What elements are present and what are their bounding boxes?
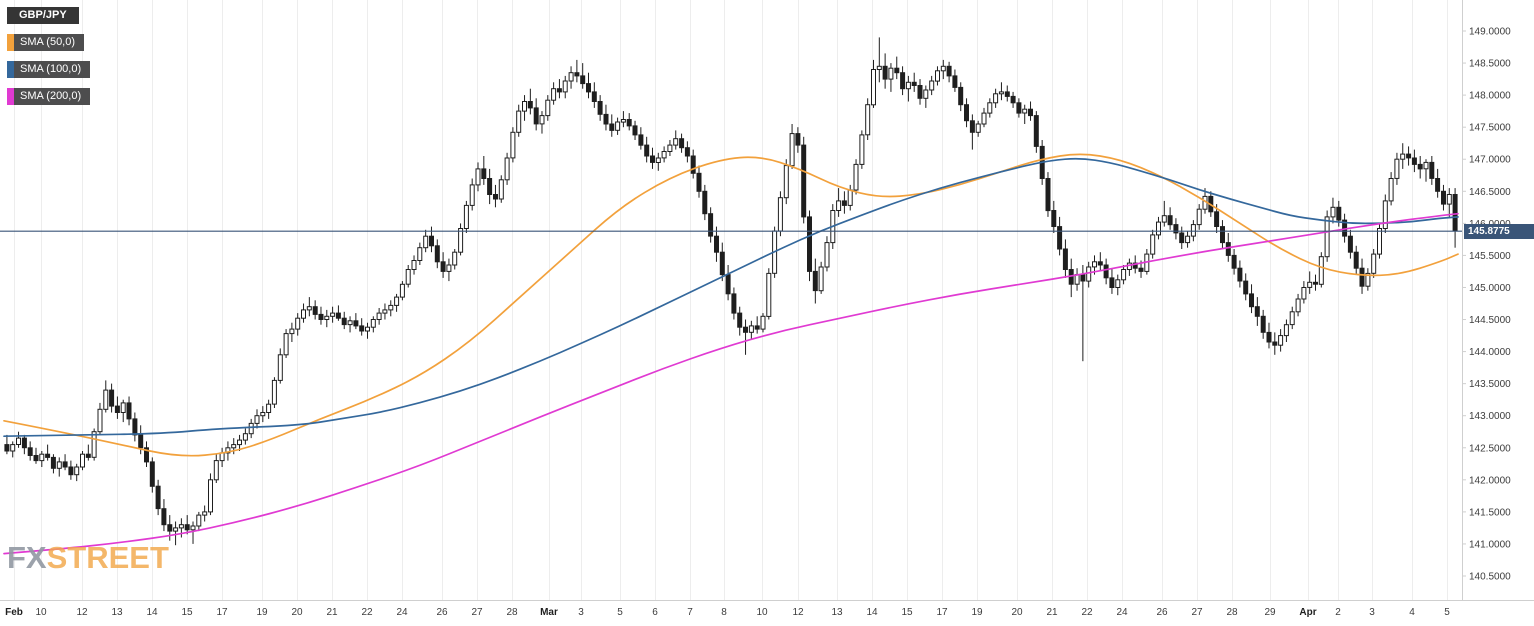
svg-text:143.0000: 143.0000: [1469, 411, 1511, 422]
svg-text:13: 13: [111, 607, 123, 618]
svg-text:29: 29: [1264, 607, 1276, 618]
sma200-label: SMA (200,0): [20, 90, 82, 102]
sma-200-line: [3, 212, 1459, 555]
svg-text:2: 2: [1335, 607, 1341, 618]
svg-text:22: 22: [1081, 607, 1093, 618]
sma-100-line: [3, 157, 1459, 438]
svg-text:146.5000: 146.5000: [1469, 187, 1511, 198]
svg-text:27: 27: [471, 607, 483, 618]
svg-text:12: 12: [792, 607, 804, 618]
current-price-tag: 145.8775: [1464, 223, 1534, 239]
svg-text:141.5000: 141.5000: [1469, 507, 1511, 518]
svg-text:7: 7: [687, 607, 693, 618]
watermark-fx: FX: [7, 540, 47, 575]
svg-text:8: 8: [721, 607, 727, 618]
svg-text:19: 19: [971, 607, 983, 618]
svg-text:145.0000: 145.0000: [1469, 283, 1511, 294]
svg-text:4: 4: [1409, 607, 1415, 618]
sma50-label: SMA (50,0): [20, 36, 76, 48]
svg-text:140.5000: 140.5000: [1469, 572, 1511, 583]
svg-text:144.0000: 144.0000: [1469, 347, 1511, 358]
sma100-color-chip: [7, 61, 14, 78]
x-axis-labels: Feb 10 12 13 14 15 17 19 20 21 22 24 26 27 28 Mar 3 5 6 7 8 1…: [5, 607, 1450, 618]
svg-text:22: 22: [361, 607, 373, 618]
svg-text:12: 12: [76, 607, 88, 618]
legend-sma-200[interactable]: SMA (200,0): [7, 88, 91, 105]
svg-text:Mar: Mar: [540, 607, 558, 618]
svg-text:Feb: Feb: [5, 607, 23, 618]
watermark-street: STREET: [46, 540, 169, 575]
svg-text:24: 24: [396, 607, 408, 618]
svg-text:3: 3: [1369, 607, 1375, 618]
fxstreet-watermark: FXSTREET: [7, 542, 169, 573]
svg-text:148.0000: 148.0000: [1469, 91, 1511, 102]
sma100-label: SMA (100,0): [20, 63, 82, 75]
svg-text:14: 14: [866, 607, 878, 618]
svg-text:141.0000: 141.0000: [1469, 539, 1511, 550]
svg-text:20: 20: [1011, 607, 1023, 618]
symbol-label: GBP/JPY: [19, 9, 67, 21]
svg-text:14: 14: [146, 607, 158, 618]
svg-text:10: 10: [756, 607, 768, 618]
svg-text:5: 5: [617, 607, 623, 618]
svg-text:17: 17: [936, 607, 948, 618]
svg-text:26: 26: [1156, 607, 1168, 618]
legend-sma-50[interactable]: SMA (50,0): [7, 34, 85, 51]
svg-text:19: 19: [256, 607, 268, 618]
svg-text:3: 3: [578, 607, 584, 618]
svg-text:142.5000: 142.5000: [1469, 443, 1511, 454]
axes: [0, 0, 1534, 601]
svg-text:143.5000: 143.5000: [1469, 379, 1511, 390]
svg-text:144.5000: 144.5000: [1469, 315, 1511, 326]
symbol-badge[interactable]: GBP/JPY: [7, 7, 79, 24]
svg-text:145.5000: 145.5000: [1469, 251, 1511, 262]
legend-sma-100[interactable]: SMA (100,0): [7, 61, 91, 78]
svg-text:148.5000: 148.5000: [1469, 59, 1511, 70]
gridlines: [14, 0, 1448, 600]
svg-text:17: 17: [216, 607, 228, 618]
svg-text:13: 13: [831, 607, 843, 618]
svg-text:142.0000: 142.0000: [1469, 475, 1511, 486]
svg-text:28: 28: [1226, 607, 1238, 618]
svg-text:26: 26: [436, 607, 448, 618]
svg-text:21: 21: [1046, 607, 1058, 618]
svg-text:21: 21: [326, 607, 338, 618]
sma-50-line: [3, 153, 1459, 457]
svg-text:28: 28: [506, 607, 518, 618]
svg-text:15: 15: [181, 607, 193, 618]
svg-text:147.0000: 147.0000: [1469, 155, 1511, 166]
svg-text:15: 15: [901, 607, 913, 618]
svg-text:10: 10: [35, 607, 47, 618]
sma200-color-chip: [7, 88, 14, 105]
svg-text:149.0000: 149.0000: [1469, 27, 1511, 38]
svg-text:6: 6: [652, 607, 658, 618]
svg-text:27: 27: [1191, 607, 1203, 618]
svg-text:20: 20: [291, 607, 303, 618]
y-axis-labels: 149.0000 148.5000 148.0000 147.5000 147.0000…: [1462, 27, 1511, 583]
svg-text:5: 5: [1444, 607, 1450, 618]
svg-text:Apr: Apr: [1299, 607, 1316, 618]
svg-text:147.5000: 147.5000: [1469, 123, 1511, 134]
chart-legend: GBP/JPY SMA (50,0) SMA (100,0) SMA (200,…: [7, 7, 91, 105]
sma50-color-chip: [7, 34, 14, 51]
svg-text:24: 24: [1116, 607, 1128, 618]
